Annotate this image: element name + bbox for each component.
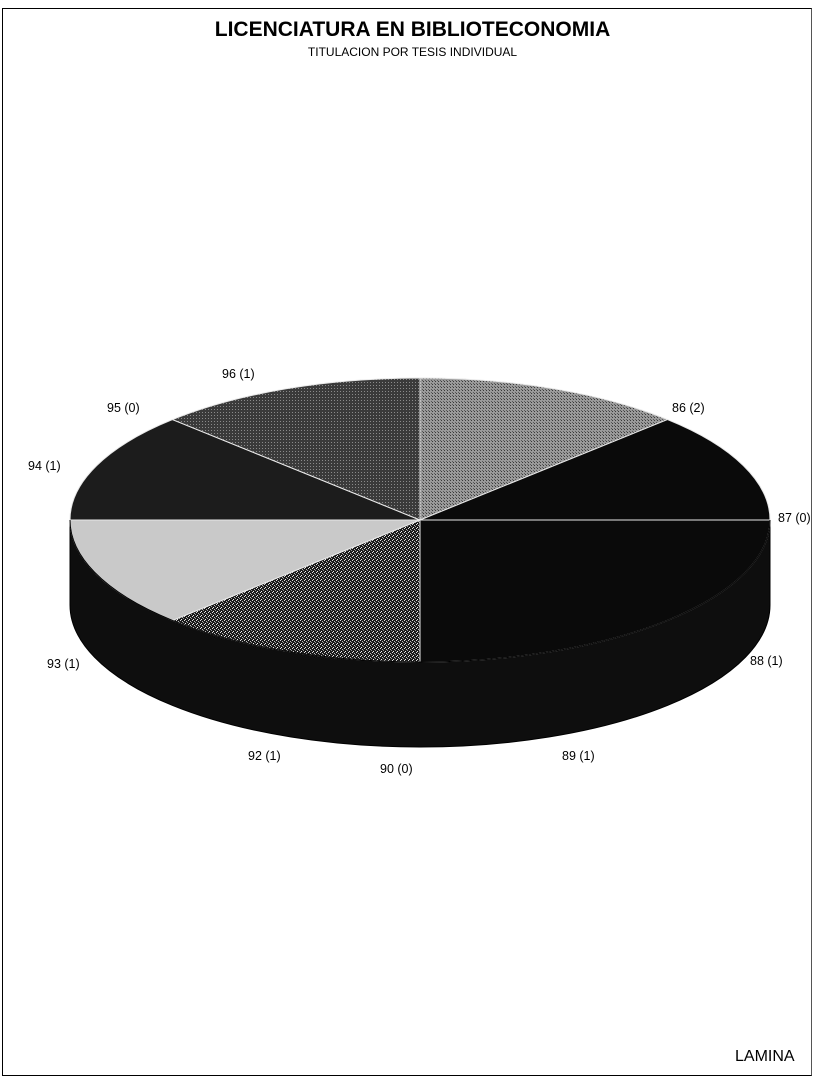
chart-title: LICENCIATURA EN BIBLIOTECONOMIA: [214, 18, 611, 41]
chart-subtitle: TITULACION POR TESIS INDIVIDUAL: [307, 45, 518, 59]
pie-slice-96: [419, 419, 771, 521]
slice-label-95: 95 (0): [107, 401, 140, 415]
pie-rim: [69, 519, 771, 663]
page-frame: [2, 8, 812, 1076]
slice-label-87: 87 (0): [778, 511, 811, 525]
slice-label-96: 96 (1): [222, 367, 255, 381]
lamina-label: LAMINA: [735, 1048, 795, 1065]
pie-slice-93: [171, 377, 421, 521]
slice-label-86: 86 (2): [672, 401, 705, 415]
slice-label-88: 88 (1): [750, 654, 783, 668]
slice-label-89: 89 (1): [562, 749, 595, 763]
slice-label-92: 92 (1): [248, 749, 281, 763]
slice-label-90: 90 (0): [380, 762, 413, 776]
slice-label-94: 94 (1): [28, 459, 61, 473]
pie-slice-92: [69, 419, 421, 521]
slice-label-93: 93 (1): [47, 657, 80, 671]
pie-slice-94: [419, 377, 669, 521]
